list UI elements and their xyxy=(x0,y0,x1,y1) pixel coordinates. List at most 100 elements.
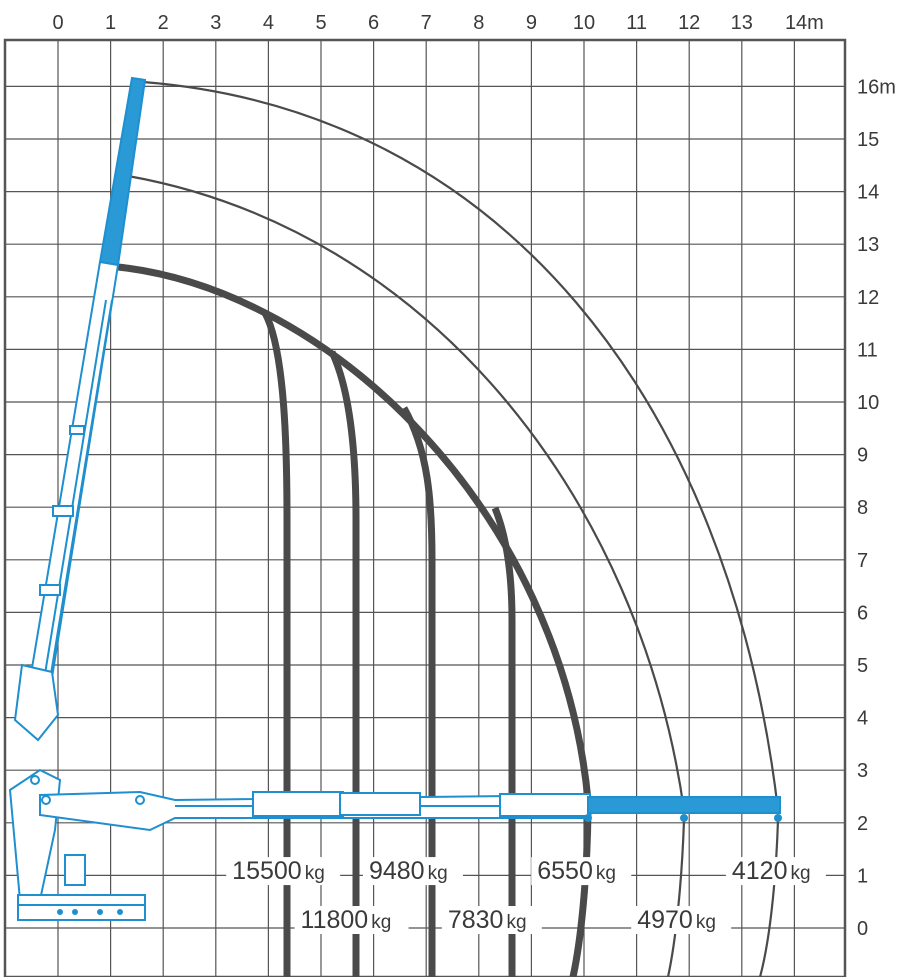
y-tick-label: 15 xyxy=(857,129,879,151)
crane-boom-extension xyxy=(587,796,781,814)
y-tick-label: 9 xyxy=(857,445,868,467)
crane-illustration xyxy=(8,76,782,921)
load-label-text: 7830 kg xyxy=(448,906,527,934)
y-tick-label: 11 xyxy=(857,339,878,361)
load-label-background xyxy=(531,857,632,886)
x-tick-label: 5 xyxy=(315,12,326,34)
y-tick-label: 16m xyxy=(857,76,896,98)
x-tick-label: 11 xyxy=(626,12,647,34)
x-tick-label: 9 xyxy=(526,12,537,34)
load-value: 4120 xyxy=(732,857,788,885)
x-tick-label: 3 xyxy=(210,12,221,34)
load-unit: kg xyxy=(305,863,325,884)
chart-frame xyxy=(3,38,847,977)
load-value: 11800 xyxy=(301,906,369,934)
load-label-text: 4970 kg xyxy=(637,906,716,934)
crane-boom-lower-segment xyxy=(28,260,120,692)
crane-boom-collar xyxy=(69,425,85,435)
x-tick-label: 2 xyxy=(158,12,169,34)
y-tick-label: 8 xyxy=(857,497,868,519)
load-unit: kg xyxy=(696,912,716,933)
reach-curve-main-lower xyxy=(569,811,592,977)
crane-bolt xyxy=(117,909,123,915)
x-tick-label: 10 xyxy=(573,12,595,34)
load-label-text: 6550 kg xyxy=(537,857,616,885)
crane-pivot xyxy=(135,795,145,805)
y-tick-label: 1 xyxy=(857,865,868,887)
y-tick-label: 14 xyxy=(857,182,879,204)
load-label: 11800 kg xyxy=(294,906,409,934)
x-tick-label: 6 xyxy=(368,12,379,34)
crane-joint xyxy=(584,814,592,822)
reach-curve-middle-lower xyxy=(666,819,686,977)
x-axis-tick-labels: 0 1 2 3 4 5 6 7 8 9 10 11 12 13 14m xyxy=(52,12,823,34)
crane-pivot xyxy=(30,775,40,785)
x-tick-label: 0 xyxy=(52,12,63,34)
load-value: 9480 xyxy=(369,857,425,885)
load-label: 9480 kg xyxy=(362,857,463,886)
crane-boom-line xyxy=(49,299,113,681)
x-tick-label: 13 xyxy=(731,12,753,34)
x-tick-label: 7 xyxy=(421,12,432,34)
load-label: 4120 kg xyxy=(725,857,826,886)
y-tick-label: 7 xyxy=(857,550,868,572)
load-label-text: 11800 kg xyxy=(301,906,392,934)
load-unit: kg xyxy=(506,912,526,933)
x-tick-label: 1 xyxy=(105,12,116,34)
crane-boom-collar xyxy=(52,505,74,517)
load-unit: kg xyxy=(428,863,448,884)
crane-base xyxy=(17,894,146,921)
crane-knuckle-joint xyxy=(13,663,60,742)
crane-boom-collar xyxy=(339,792,421,816)
crane-bolt xyxy=(97,909,103,915)
x-tick-label: 4 xyxy=(263,12,274,34)
load-leg-15500 xyxy=(261,311,291,977)
load-label-background xyxy=(441,906,542,934)
crane-pivot xyxy=(41,795,51,805)
crane-boom-collar xyxy=(39,584,61,596)
crane-boom-line xyxy=(43,299,107,681)
load-label-background xyxy=(226,857,341,886)
y-tick-label: 13 xyxy=(857,234,879,256)
load-label: 15500 kg xyxy=(226,857,341,886)
crane-boom-collar xyxy=(252,791,344,817)
x-tick-label: 12 xyxy=(678,12,700,34)
reach-curve-main xyxy=(117,263,592,801)
load-value: 4970 xyxy=(637,906,693,934)
crane-base-block xyxy=(64,854,86,886)
load-label-text: 4120 kg xyxy=(732,857,811,885)
reach-curve-outer-lower xyxy=(758,819,780,977)
crane-joint xyxy=(774,814,782,822)
crane-bolt xyxy=(57,909,63,915)
crane-joint xyxy=(680,814,688,822)
crane-column xyxy=(8,768,62,901)
y-tick-label: 10 xyxy=(857,392,879,414)
y-tick-label: 2 xyxy=(857,813,868,835)
load-label-background xyxy=(362,857,463,886)
reach-curve-middle xyxy=(127,174,686,811)
load-label: 6550 kg xyxy=(531,857,632,886)
load-label-text: 15500 kg xyxy=(232,857,325,885)
load-unit: kg xyxy=(371,912,391,933)
y-tick-label: 3 xyxy=(857,760,868,782)
load-unit: kg xyxy=(791,863,811,884)
load-leg-11800 xyxy=(328,350,360,977)
crane-bolt xyxy=(72,909,78,915)
load-label-text: 9480 kg xyxy=(369,857,448,885)
load-unit: kg xyxy=(596,863,616,884)
x-tick-label: 14m xyxy=(785,12,824,34)
y-tick-label: 0 xyxy=(857,918,868,940)
y-tick-label: 5 xyxy=(857,655,868,677)
y-tick-label: 12 xyxy=(857,287,879,309)
load-label-background xyxy=(294,906,409,934)
x-tick-label: 8 xyxy=(473,12,484,34)
load-leg-9480 xyxy=(400,406,436,977)
crane-boom-upper-segment xyxy=(98,76,147,267)
load-label-background xyxy=(631,906,732,934)
reach-curve-outer xyxy=(142,80,780,811)
load-value: 7830 xyxy=(448,906,504,934)
load-label-background xyxy=(725,857,826,886)
reach-curves xyxy=(117,80,780,977)
